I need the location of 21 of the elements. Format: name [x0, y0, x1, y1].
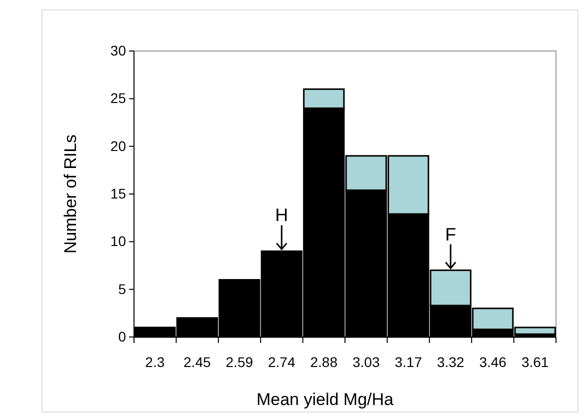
- y-tick-label: 5: [118, 280, 126, 297]
- annotation: F: [445, 224, 456, 244]
- annotation: H: [275, 205, 288, 226]
- y-tick-label: 25: [110, 90, 126, 106]
- y-tick-label: 10: [110, 233, 126, 250]
- x-tick-label: 3.61: [521, 354, 549, 370]
- y-tick-label: 30: [110, 42, 126, 58]
- x-tick-label: 2.88: [310, 354, 338, 370]
- x-tick-label: 3.46: [479, 354, 507, 370]
- x-tick-label: 3.17: [394, 354, 422, 370]
- x-tick-label: 2.74: [268, 354, 296, 370]
- x-tick-label: 2.59: [226, 354, 254, 370]
- x-tick-label: 2.45: [184, 354, 211, 370]
- y-tick-label: 15: [110, 185, 126, 202]
- x-axis-title: Mean yield Mg/Ha: [256, 390, 394, 409]
- x-tick-label: 3.32: [436, 354, 464, 370]
- y-axis-title: Number of RILs: [61, 134, 80, 254]
- y-tick-label: 0: [118, 328, 126, 344]
- x-tick-label: 2.3: [145, 354, 165, 370]
- y-tick-label: 20: [110, 138, 126, 154]
- x-tick-label: 3.03: [352, 354, 380, 370]
